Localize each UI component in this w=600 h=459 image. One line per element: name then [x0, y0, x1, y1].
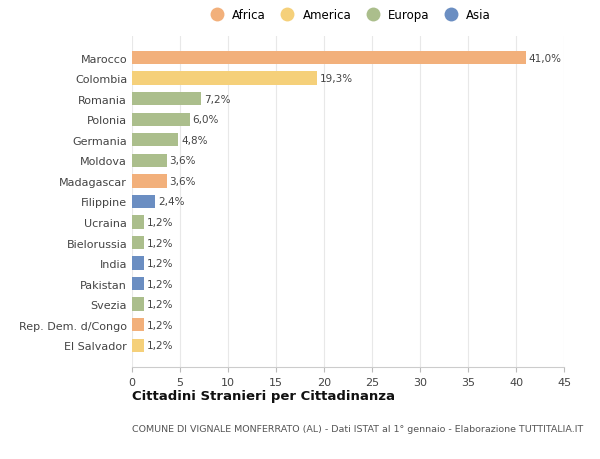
- Bar: [132, 72, 317, 85]
- Text: 1,2%: 1,2%: [146, 238, 173, 248]
- Bar: [132, 339, 143, 352]
- Bar: [132, 113, 190, 127]
- Text: 41,0%: 41,0%: [529, 53, 562, 63]
- Text: COMUNE DI VIGNALE MONFERRATO (AL) - Dati ISTAT al 1° gennaio - Elaborazione TUTT: COMUNE DI VIGNALE MONFERRATO (AL) - Dati…: [132, 425, 583, 433]
- Text: 1,2%: 1,2%: [146, 320, 173, 330]
- Text: 1,2%: 1,2%: [146, 300, 173, 309]
- Bar: [132, 134, 178, 147]
- Text: 6,0%: 6,0%: [193, 115, 219, 125]
- Bar: [132, 319, 143, 332]
- Bar: [132, 93, 201, 106]
- Bar: [132, 236, 143, 250]
- Text: 7,2%: 7,2%: [204, 95, 230, 104]
- Bar: [132, 195, 155, 209]
- Bar: [132, 52, 526, 65]
- Text: 1,2%: 1,2%: [146, 258, 173, 269]
- Bar: [132, 154, 167, 168]
- Bar: [132, 175, 167, 188]
- Text: 19,3%: 19,3%: [320, 74, 353, 84]
- Text: 1,2%: 1,2%: [146, 341, 173, 351]
- Text: 3,6%: 3,6%: [169, 176, 196, 186]
- Bar: [132, 216, 143, 229]
- Text: 1,2%: 1,2%: [146, 218, 173, 228]
- Text: 1,2%: 1,2%: [146, 279, 173, 289]
- Text: Cittadini Stranieri per Cittadinanza: Cittadini Stranieri per Cittadinanza: [132, 389, 395, 403]
- Bar: [132, 257, 143, 270]
- Legend: Africa, America, Europa, Asia: Africa, America, Europa, Asia: [203, 6, 493, 24]
- Text: 3,6%: 3,6%: [169, 156, 196, 166]
- Text: 4,8%: 4,8%: [181, 135, 208, 146]
- Text: 2,4%: 2,4%: [158, 197, 184, 207]
- Bar: [132, 298, 143, 311]
- Bar: [132, 277, 143, 291]
